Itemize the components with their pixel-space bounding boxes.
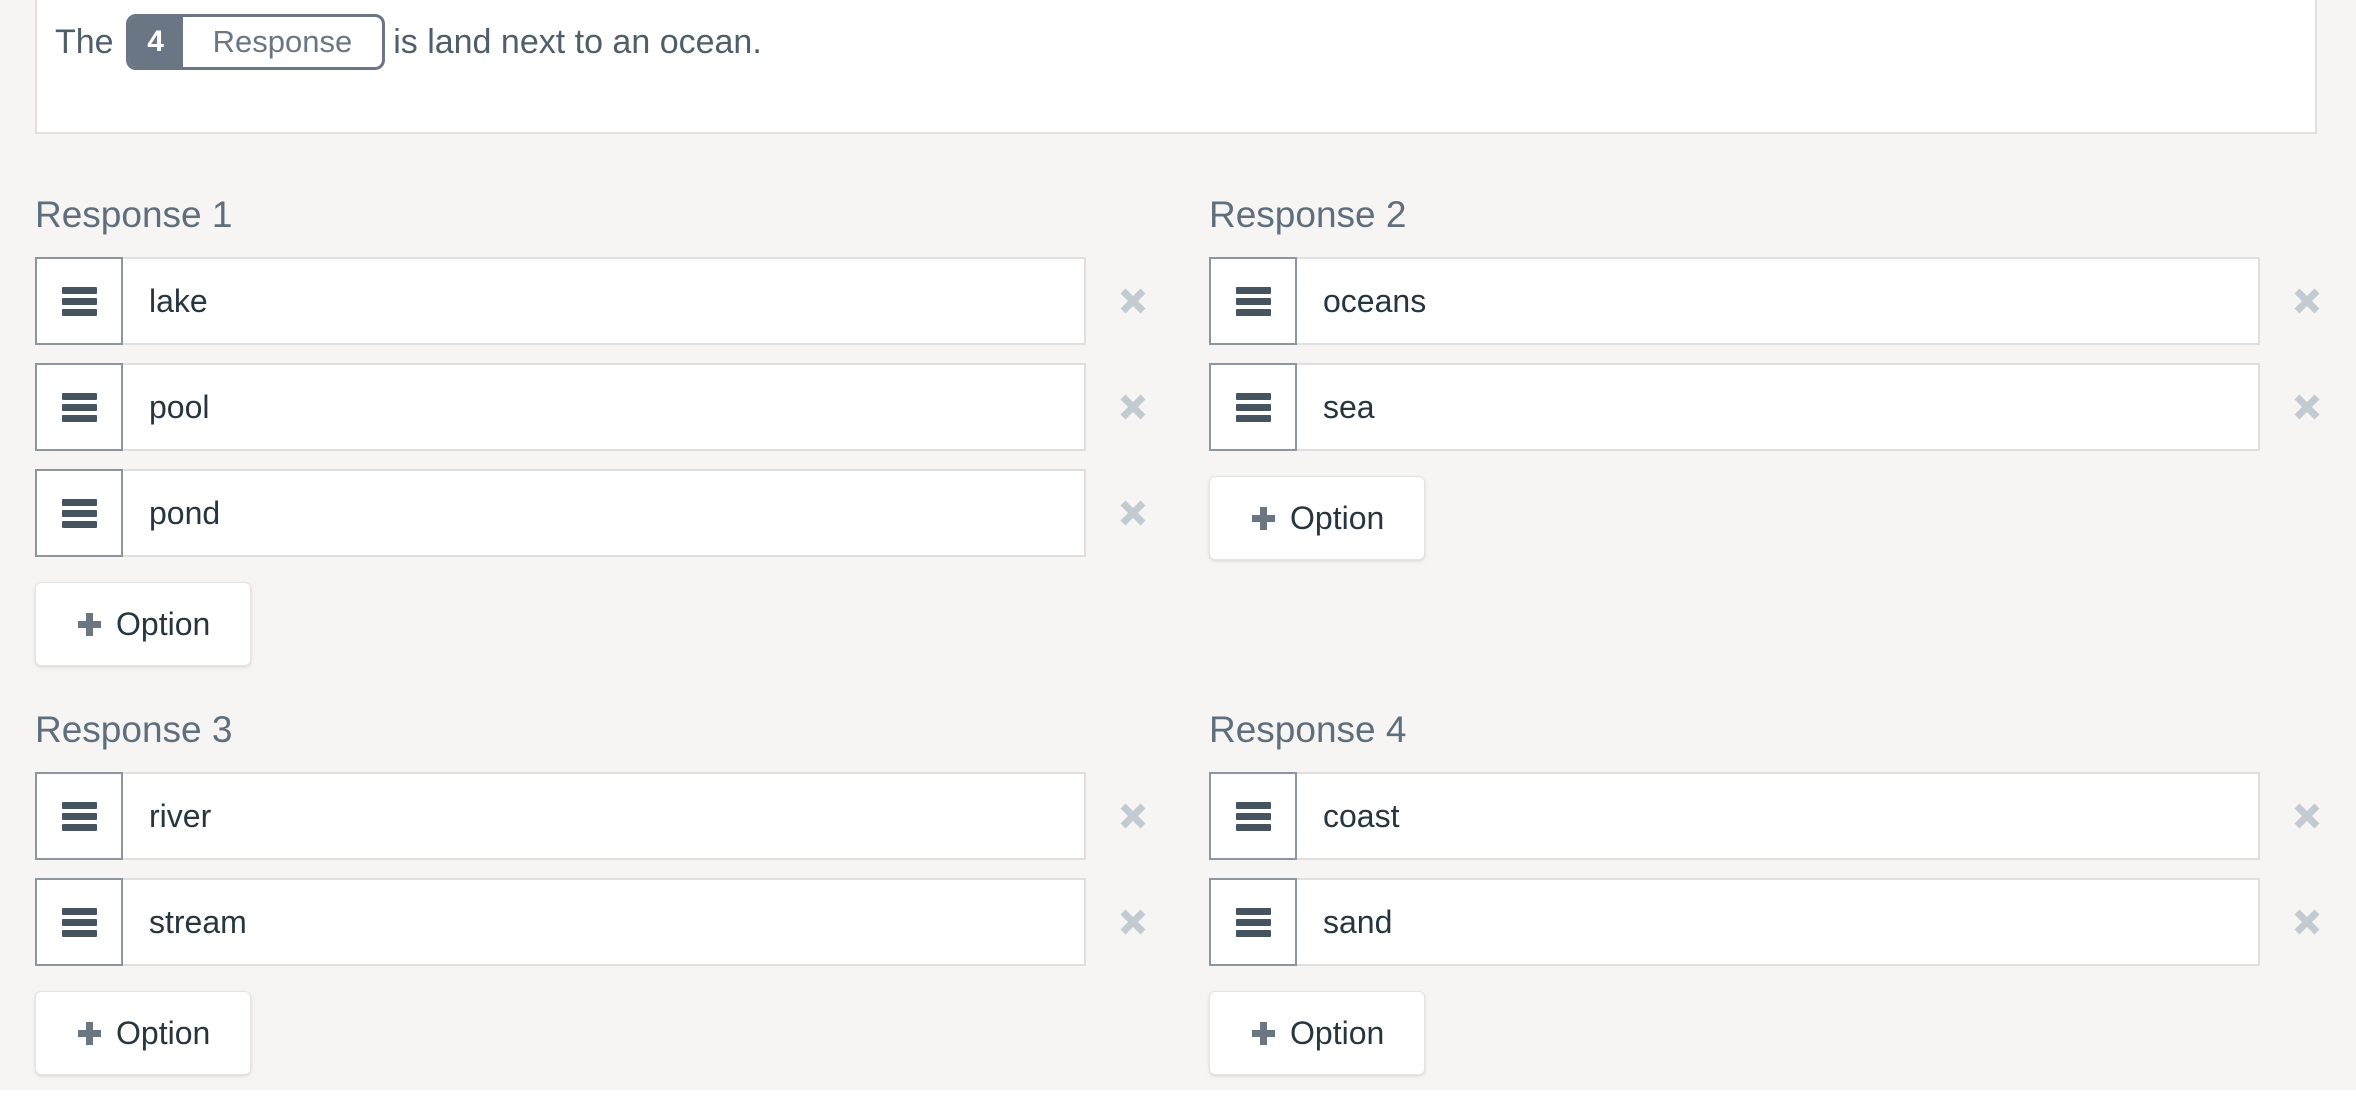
x-icon [1120, 803, 1146, 829]
section-title: Response 3 [35, 709, 233, 750]
x-icon [1120, 394, 1146, 420]
drag-handle[interactable] [1209, 772, 1297, 860]
drag-handle[interactable] [1209, 363, 1297, 451]
x-icon [1120, 909, 1146, 935]
question-suffix-text: is land next to an ocean. [393, 23, 762, 61]
hamburger-icon [61, 498, 97, 528]
plus-icon [78, 1021, 101, 1045]
add-option-button[interactable]: Option [35, 991, 252, 1075]
blank-number-badge: 4 [128, 17, 183, 67]
delete-option-button[interactable] [2286, 386, 2328, 428]
drag-handle[interactable] [35, 257, 123, 345]
add-option-button[interactable]: Option [35, 582, 252, 666]
plus-icon [1252, 506, 1275, 530]
option-row [35, 878, 1173, 966]
drag-handle[interactable] [1209, 878, 1297, 966]
option-input[interactable] [123, 257, 1086, 345]
response-section-1: Response 1 [35, 191, 1173, 666]
hamburger-icon [1235, 907, 1271, 937]
add-option-button[interactable]: Option [1209, 991, 1426, 1075]
question-text-editor[interactable]: The 4 Response is land next to an ocean. [35, 0, 2317, 134]
option-input[interactable] [123, 363, 1086, 451]
add-option-label: Option [116, 605, 211, 642]
blank-label: Response [212, 24, 353, 59]
option-row [1209, 772, 2347, 860]
hamburger-icon [1235, 801, 1271, 831]
response-section-3: Response 3 [35, 706, 1173, 1075]
drag-handle[interactable] [35, 469, 123, 557]
hamburger-icon [1235, 286, 1271, 316]
delete-option-button[interactable] [2286, 795, 2328, 837]
delete-option-button[interactable] [1112, 280, 1154, 322]
x-icon [2294, 803, 2320, 829]
x-icon [1120, 288, 1146, 314]
section-title: Response 4 [1209, 709, 1407, 750]
delete-option-button[interactable] [1112, 386, 1154, 428]
drag-handle[interactable] [35, 878, 123, 966]
section-title: Response 2 [1209, 194, 1407, 235]
delete-option-button[interactable] [1112, 795, 1154, 837]
option-row [1209, 363, 2347, 451]
hamburger-icon [61, 286, 97, 316]
add-option-label: Option [1290, 1014, 1385, 1051]
option-row [1209, 878, 2347, 966]
response-sections-grid: Response 1 [0, 134, 2356, 1075]
section-title: Response 1 [35, 194, 233, 235]
drag-handle[interactable] [35, 363, 123, 451]
delete-option-button[interactable] [2286, 901, 2328, 943]
delete-option-button[interactable] [1112, 492, 1154, 534]
option-input[interactable] [1297, 878, 2260, 966]
question-sentence: The 4 Response is land next to an ocean. [55, 14, 762, 70]
response-blank-token[interactable]: 4 Response [125, 14, 386, 70]
add-option-button[interactable]: Option [1209, 476, 1426, 560]
option-input[interactable] [1297, 772, 2260, 860]
option-row [1209, 257, 2347, 345]
response-section-2: Response 2 [1209, 191, 2347, 560]
option-input[interactable] [1297, 363, 2260, 451]
hamburger-icon [1235, 392, 1271, 422]
hamburger-icon [61, 907, 97, 937]
x-icon [2294, 909, 2320, 935]
add-option-label: Option [116, 1014, 211, 1051]
option-input[interactable] [1297, 257, 2260, 345]
x-icon [2294, 288, 2320, 314]
delete-option-button[interactable] [1112, 901, 1154, 943]
option-input[interactable] [123, 878, 1086, 966]
option-row [35, 257, 1173, 345]
add-option-label: Option [1290, 499, 1385, 536]
drag-handle[interactable] [1209, 257, 1297, 345]
question-prefix-text: The [55, 23, 114, 61]
option-row [35, 469, 1173, 557]
drag-handle[interactable] [35, 772, 123, 860]
x-icon [1120, 500, 1146, 526]
hamburger-icon [61, 392, 97, 422]
response-section-4: Response 4 [1209, 706, 2347, 1075]
hamburger-icon [61, 801, 97, 831]
option-input[interactable] [123, 772, 1086, 860]
plus-icon [1252, 1021, 1275, 1045]
option-input[interactable] [123, 469, 1086, 557]
plus-icon [78, 612, 101, 636]
x-icon [2294, 394, 2320, 420]
option-row [35, 772, 1173, 860]
delete-option-button[interactable] [2286, 280, 2328, 322]
option-row [35, 363, 1173, 451]
